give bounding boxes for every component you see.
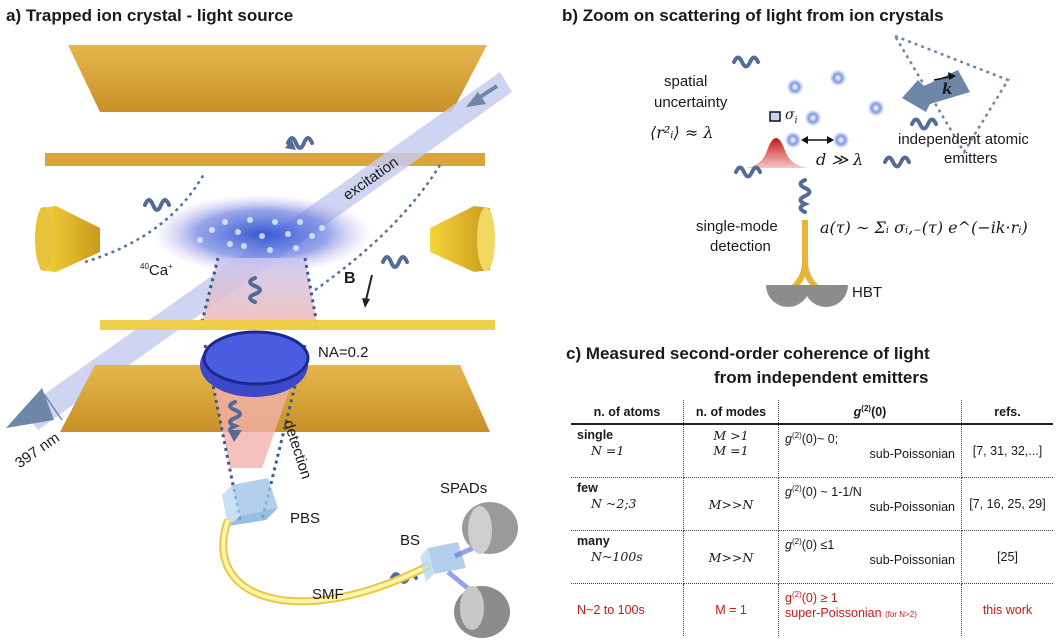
table-row: many N~100s M>>N g(2)(0) ≤1 sub-Poissonian…: [571, 530, 1053, 585]
sigma-label: σi: [785, 107, 798, 126]
panel-a-illustration: [6, 45, 518, 638]
y-fiber-coupler: [786, 220, 824, 295]
table-row-this-work: N~2 to 100s M = 1 g(2)(0) ≥ 1 super-Poiss…: [571, 583, 1053, 637]
g2-cell: g(2)(0) ≥ 1 super-Poissonian (for N>2): [778, 583, 962, 637]
g2-cell: g(2)(0) ~ 1-1/N sub-Poissonian: [778, 477, 962, 532]
photon-icon: [734, 165, 762, 179]
modes-cell: M = 1: [683, 583, 779, 637]
atoms-cell: few N ~2;3: [571, 477, 684, 532]
atoms-cell: single N =1: [571, 424, 684, 479]
bs-label: BS: [400, 532, 421, 549]
spatial-uncertainty-label-1: spatial: [664, 73, 708, 90]
spatial-uncertainty-label-2: uncertainty: [654, 94, 728, 111]
photon-icon: [228, 400, 242, 436]
photon-icon: [381, 255, 409, 269]
left-endcap: [40, 206, 100, 272]
pbs-cube: [222, 478, 278, 526]
laser-arrow-head: [6, 388, 54, 428]
table-header-row: n. of atoms n. of modes g(2)(0) refs.: [571, 400, 1053, 426]
spad-detector-2: [454, 586, 510, 638]
bs-cube: [420, 542, 466, 582]
gaussian-uncertainty: [742, 138, 812, 168]
numerical-aperture-label: NA=0.2: [318, 344, 369, 361]
header-modes: n. of modes: [683, 400, 779, 426]
single-mode-label-2: detection: [710, 238, 771, 255]
uncertainty-formula: ⟨r²ᵢ⟩ ≈ λ: [650, 123, 714, 142]
panel-a-title: a) Trapped ion crystal - light source: [6, 6, 294, 25]
single-mode-label-1: single-mode: [696, 218, 778, 235]
independent-emitters-label-1: independent atomic: [898, 131, 1029, 148]
coherence-table: n. of atoms n. of modes g(2)(0) refs. si…: [571, 400, 1053, 637]
hbt-label: HBT: [852, 284, 882, 301]
table-row: few N ~2;3 M>>N g(2)(0) ~ 1-1/N sub-Poisso…: [571, 477, 1053, 532]
photon-icon: [143, 198, 171, 212]
modes-cell: M>>N: [683, 530, 779, 585]
spad-detector-1: [462, 502, 518, 554]
modes-cell: M>>N: [683, 477, 779, 532]
header-atoms: n. of atoms: [571, 400, 684, 426]
modes-cell: M >1 M =1: [683, 424, 779, 479]
g2-cell: g(2)(0)~ 0; sub-Poissonian: [778, 424, 962, 479]
header-refs: refs.: [961, 400, 1053, 426]
refs-cell: this work: [982, 603, 1033, 618]
panel-b-title: b) Zoom on scattering of light from ion …: [562, 6, 944, 25]
panel-b-illustration: [732, 33, 1010, 307]
refs-cell: [25]: [961, 530, 1053, 585]
distance-label: d ≫ λ: [816, 150, 864, 169]
header-g2: g(2)(0): [778, 400, 962, 426]
refs-cell: [7, 16, 25, 29]: [961, 477, 1053, 532]
independent-emitters-label-2: emitters: [944, 150, 998, 167]
spads-label: SPADs: [440, 480, 488, 497]
table-row: single N =1 M >1 M =1 g(2)(0)~ 0; sub-Poiss…: [571, 424, 1053, 479]
photon-icon: [910, 117, 938, 131]
ion-emitter: [785, 70, 884, 148]
photon-icon: [883, 155, 911, 169]
top-electrode: [68, 45, 487, 112]
photon-icon: [248, 276, 262, 304]
photon-icon: [798, 178, 812, 214]
magnetic-field-label: B: [344, 270, 356, 287]
right-endcap: [430, 206, 490, 272]
photon-icon: [286, 136, 314, 150]
wave-vector-arrow: [902, 70, 970, 112]
ion-species-label: 40Ca+: [140, 262, 173, 279]
hbt-detector-2: [804, 285, 848, 307]
panel-c-title-line1: c) Measured second-order coherence of li…: [566, 344, 930, 363]
smf-label: SMF: [312, 586, 344, 603]
g2-cell: g(2)(0) ≤1 sub-Poissonian: [778, 530, 962, 585]
refs-cell: [7, 31, 32,...]: [961, 424, 1053, 479]
pbs-label: PBS: [290, 510, 321, 527]
hbt-detector-1: [766, 285, 810, 307]
photon-icon: [732, 55, 760, 69]
lower-thin-electrode: [100, 320, 495, 330]
panel-c-title-line2: from independent emitters: [714, 368, 929, 387]
atoms-cell: many N~100s: [571, 530, 684, 585]
atoms-cell: N~2 to 100s: [571, 583, 684, 637]
amplitude-formula: a(τ) ∼ Σᵢ σᵢ,₋(τ) e^(−ik·rᵢ): [820, 218, 1028, 237]
k-vector-label: k: [942, 80, 953, 98]
